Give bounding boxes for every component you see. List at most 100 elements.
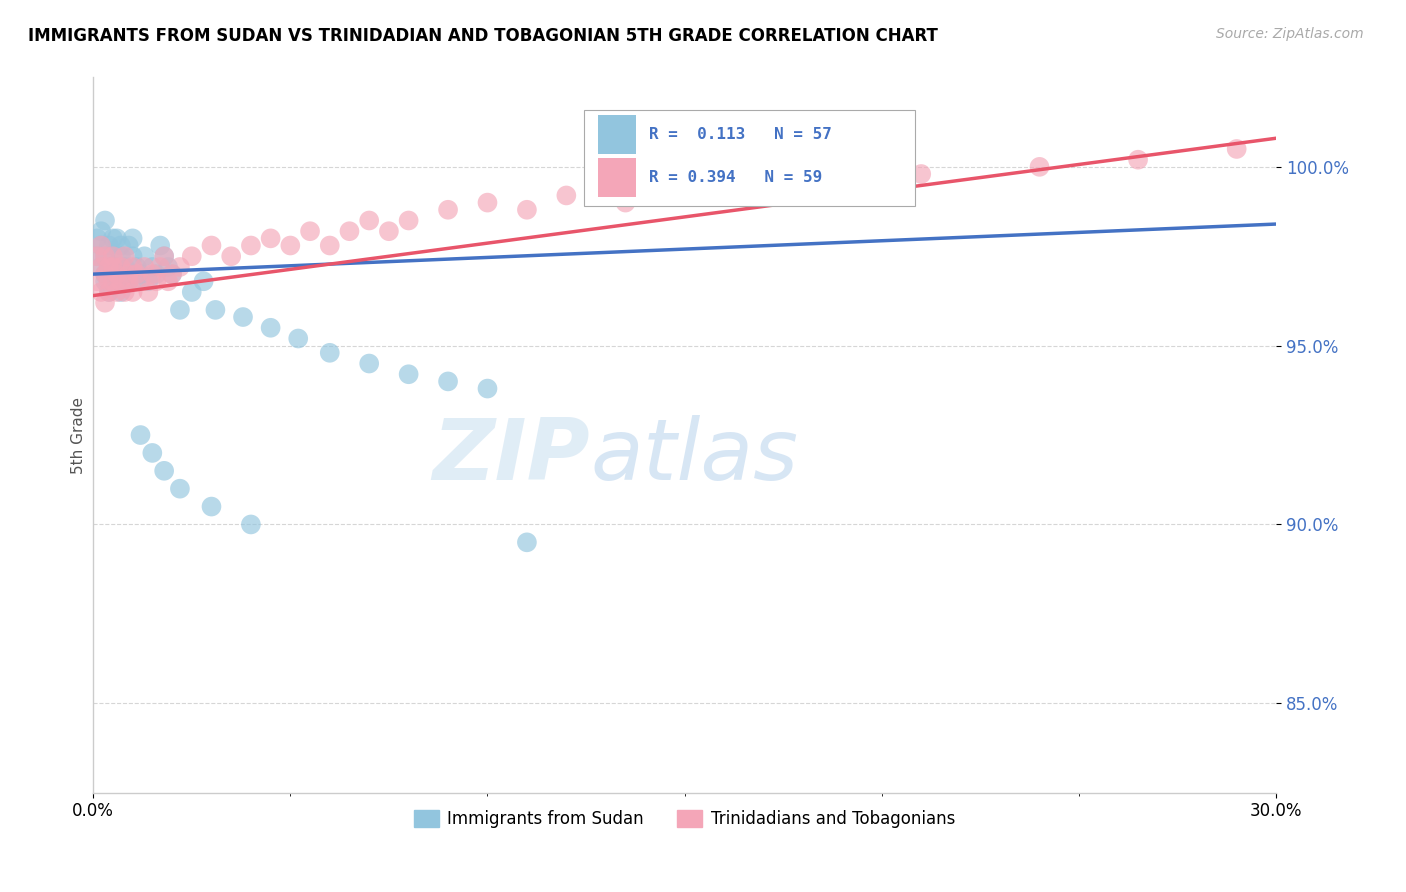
- Point: [94, 249, 117, 263]
- Point: [105, 267, 128, 281]
- Point: [477, 382, 499, 396]
- Point: [105, 285, 128, 299]
- Point: [149, 260, 172, 274]
- Point: [110, 260, 132, 274]
- Point: [86, 274, 108, 288]
- Point: [910, 167, 932, 181]
- Point: [831, 170, 853, 185]
- Point: [97, 285, 120, 299]
- Point: [86, 249, 108, 263]
- Point: [129, 428, 152, 442]
- Point: [90, 238, 112, 252]
- Point: [232, 310, 254, 324]
- Point: [339, 224, 361, 238]
- Point: [121, 260, 143, 274]
- Point: [101, 231, 124, 245]
- Point: [129, 274, 152, 288]
- Point: [516, 535, 538, 549]
- Point: [110, 274, 132, 288]
- Point: [204, 302, 226, 317]
- Point: [118, 274, 141, 288]
- Point: [118, 238, 141, 252]
- Point: [105, 274, 128, 288]
- Point: [94, 213, 117, 227]
- Point: [287, 331, 309, 345]
- Legend: Immigrants from Sudan, Trinidadians and Tobagonians: Immigrants from Sudan, Trinidadians and …: [408, 803, 962, 834]
- Point: [169, 482, 191, 496]
- Point: [105, 260, 128, 274]
- Point: [138, 274, 160, 288]
- Point: [105, 231, 128, 245]
- Point: [97, 285, 120, 299]
- Point: [101, 249, 124, 263]
- Point: [437, 375, 460, 389]
- Point: [1028, 160, 1050, 174]
- Point: [153, 249, 176, 263]
- Point: [359, 213, 381, 227]
- Text: ZIP: ZIP: [433, 415, 591, 498]
- FancyBboxPatch shape: [599, 158, 636, 197]
- Point: [299, 224, 322, 238]
- FancyBboxPatch shape: [599, 115, 636, 154]
- Point: [121, 249, 143, 263]
- Point: [141, 446, 163, 460]
- Point: [160, 267, 183, 281]
- Point: [101, 274, 124, 288]
- Point: [752, 178, 775, 192]
- Point: [319, 238, 342, 252]
- Point: [86, 231, 108, 245]
- Point: [125, 267, 148, 281]
- Point: [94, 274, 117, 288]
- Point: [614, 195, 637, 210]
- Point: [359, 357, 381, 371]
- Point: [110, 285, 132, 299]
- Point: [121, 231, 143, 245]
- Y-axis label: 5th Grade: 5th Grade: [72, 397, 86, 474]
- Point: [141, 267, 163, 281]
- Point: [118, 274, 141, 288]
- Point: [101, 267, 124, 281]
- Text: R =  0.113   N = 57: R = 0.113 N = 57: [650, 128, 832, 142]
- Point: [378, 224, 401, 238]
- Point: [239, 517, 262, 532]
- Point: [125, 260, 148, 274]
- Point: [97, 274, 120, 288]
- Text: R = 0.394   N = 59: R = 0.394 N = 59: [650, 170, 823, 185]
- Point: [129, 267, 152, 281]
- Point: [200, 238, 222, 252]
- Point: [86, 249, 108, 263]
- Text: atlas: atlas: [591, 415, 799, 498]
- Point: [149, 238, 172, 252]
- Point: [193, 274, 215, 288]
- Point: [90, 260, 112, 274]
- Point: [516, 202, 538, 217]
- Point: [138, 285, 160, 299]
- Point: [94, 267, 117, 281]
- Point: [153, 249, 176, 263]
- Point: [125, 274, 148, 288]
- Point: [477, 195, 499, 210]
- Point: [239, 238, 262, 252]
- Point: [94, 267, 117, 281]
- Point: [145, 267, 167, 281]
- Point: [141, 260, 163, 274]
- Point: [157, 260, 180, 274]
- Point: [180, 285, 202, 299]
- Point: [398, 213, 420, 227]
- Point: [114, 249, 136, 263]
- Point: [97, 238, 120, 252]
- Point: [90, 260, 112, 274]
- Point: [278, 238, 301, 252]
- Point: [153, 464, 176, 478]
- Point: [319, 346, 342, 360]
- Point: [259, 231, 281, 245]
- FancyBboxPatch shape: [583, 110, 915, 206]
- Point: [160, 267, 183, 281]
- Point: [110, 249, 132, 263]
- Point: [94, 295, 117, 310]
- Point: [121, 285, 143, 299]
- Point: [555, 188, 578, 202]
- Point: [94, 249, 117, 263]
- Point: [169, 302, 191, 317]
- Point: [437, 202, 460, 217]
